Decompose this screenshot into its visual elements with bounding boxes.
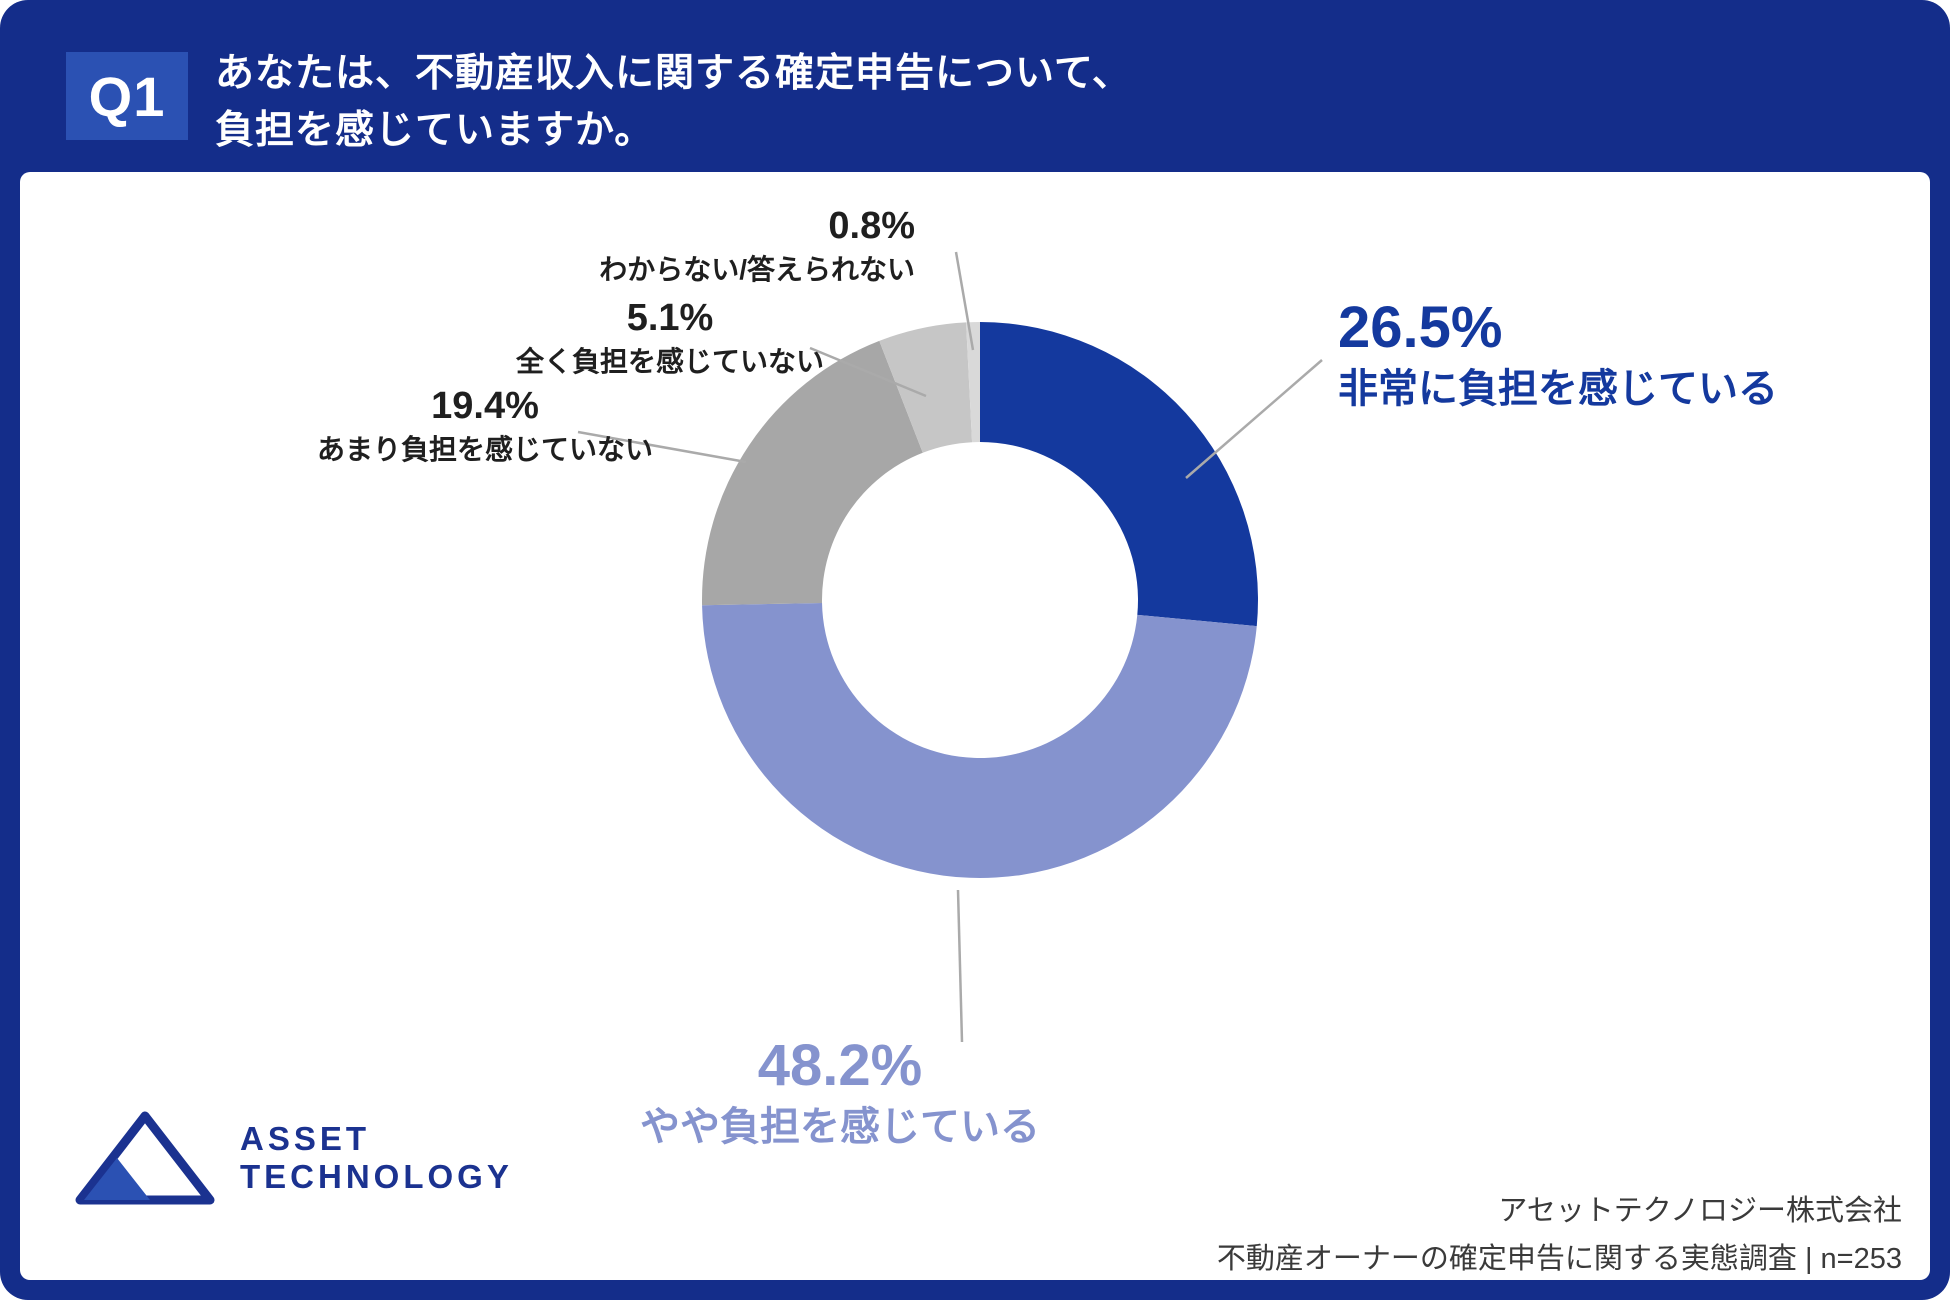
callout-label: やや負担を感じている bbox=[640, 1104, 1040, 1149]
callout-amari: 19.4% あまり負担を感じていない bbox=[300, 385, 670, 467]
callout-label: あまり負担を感じていない bbox=[316, 433, 653, 465]
callout-hijoni: 26.5% 非常に負担を感じている bbox=[1338, 295, 1778, 413]
callout-label: わからない/答えられない bbox=[599, 253, 915, 285]
question-line-2: 負担を感じていますか。 bbox=[215, 108, 655, 152]
question-number: Q1 bbox=[88, 64, 166, 128]
callout-label: 非常に負担を感じている bbox=[1338, 366, 1778, 411]
callout-label: 全く負担を感じていない bbox=[515, 345, 824, 377]
callout-pct: 0.8% bbox=[828, 205, 915, 247]
logo-line-1: ASSET bbox=[240, 1120, 371, 1158]
callout-pct: 5.1% bbox=[626, 297, 714, 339]
triangle-logo-icon bbox=[75, 1111, 215, 1205]
logo-line-2: TECHNOLOGY bbox=[240, 1158, 513, 1195]
question-text: あなたは、不動産収入に関する確定申告について、 負担を感じていますか。 bbox=[215, 46, 1132, 159]
callout-yaya: 48.2% やや負担を感じている bbox=[620, 1033, 1060, 1151]
survey-caption: 不動産オーナーの確定申告に関する実態調査 | n=253 bbox=[1216, 1242, 1902, 1275]
callout-pct: 48.2% bbox=[757, 1033, 923, 1098]
company-name: アセットテクノロジー株式会社 bbox=[1498, 1195, 1902, 1227]
callout-mattaku: 5.1% 全く負担を感じていない bbox=[500, 297, 840, 379]
footer-caption: アセットテクノロジー株式会社 不動産オーナーの確定申告に関する実態調査 | n=… bbox=[1217, 1188, 1902, 1284]
callout-wakaranai: 0.8% わからない/答えられない bbox=[515, 205, 915, 287]
question-number-badge: Q1 bbox=[66, 52, 188, 140]
logo-text: ASSET TECHNOLOGY bbox=[240, 1120, 513, 1196]
callout-pct: 26.5% bbox=[1338, 295, 1503, 360]
question-line-1: あなたは、不動産収入に関する確定申告について、 bbox=[215, 52, 1132, 95]
callout-pct: 19.4% bbox=[431, 385, 539, 427]
asset-technology-logo: ASSET TECHNOLOGY bbox=[70, 1106, 513, 1210]
